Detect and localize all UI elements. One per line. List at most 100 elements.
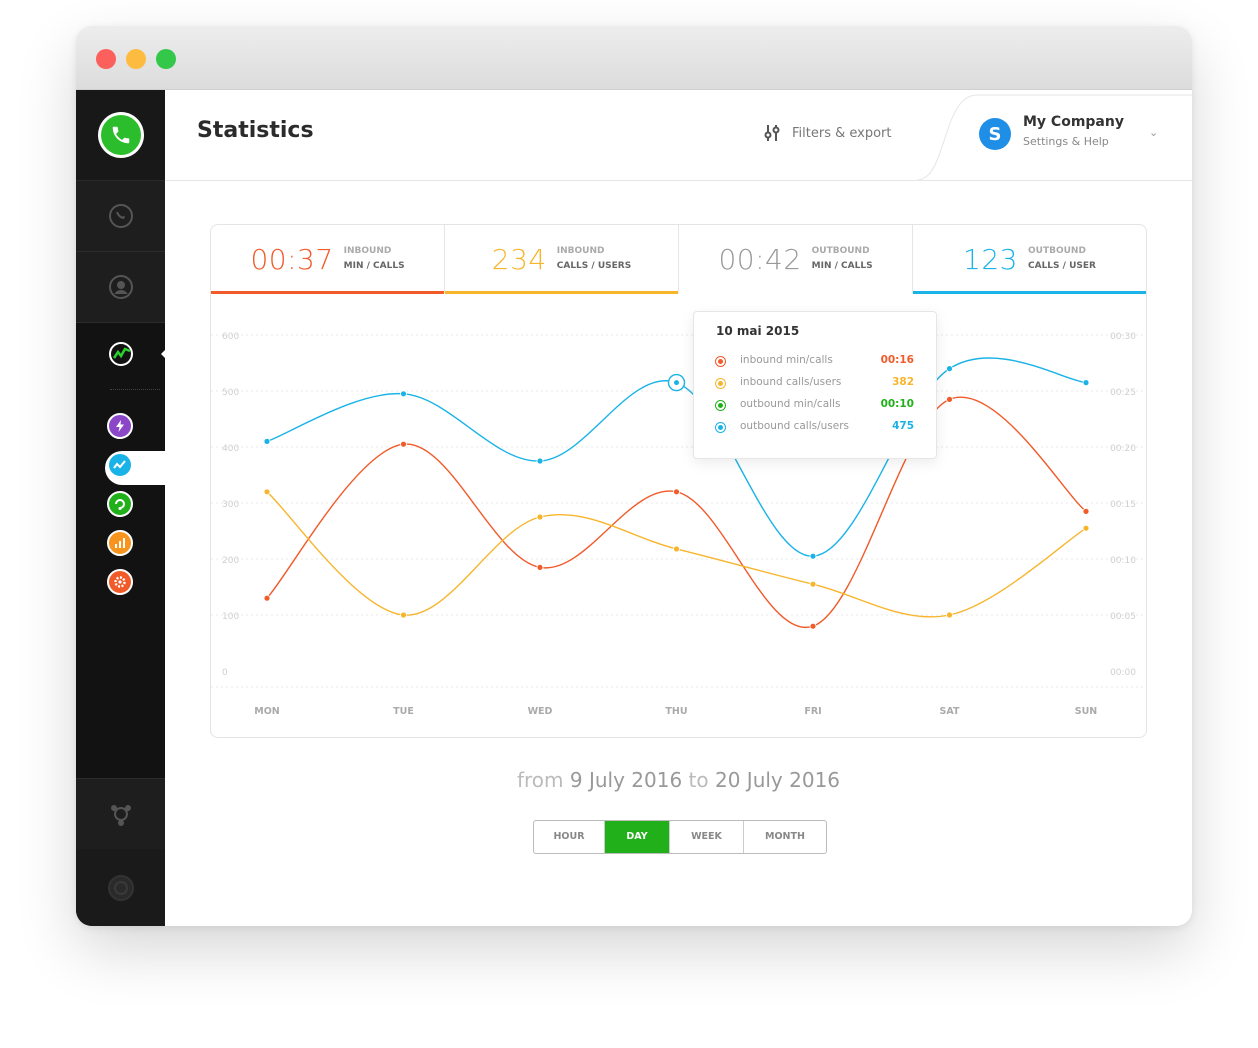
kpi-label-line2: MIN / CALLS — [811, 261, 873, 271]
range-to-date[interactable]: 20 July 2016 — [714, 768, 841, 792]
kpi-tile[interactable]: 234 INBOUND CALLS / USERS — [445, 225, 679, 294]
sub-item-settings[interactable] — [107, 569, 133, 595]
kpi-underline — [445, 291, 678, 294]
kpi-tile[interactable]: 00:42 OUTBOUND MIN / CALLS — [679, 225, 913, 293]
data-point — [263, 488, 271, 496]
user-icon — [108, 275, 133, 299]
data-point — [263, 594, 271, 602]
sidebar-item-statistics[interactable] — [76, 323, 165, 385]
data-point — [1082, 524, 1090, 532]
tooltip-row-label: inbound calls/users — [740, 376, 842, 388]
kpi-tile[interactable]: 123 OUTBOUND CALLS / USER — [913, 225, 1146, 294]
dialer-icon — [107, 874, 134, 901]
kpi-label-line1: OUTBOUND — [1028, 246, 1086, 256]
kpi-label-line1: OUTBOUND — [811, 246, 870, 256]
range-to-word: to — [688, 768, 709, 792]
company-menu[interactable]: S My Company Settings & Help ⌄ — [917, 90, 1192, 181]
call-history-icon — [108, 204, 133, 228]
support-icon — [115, 499, 125, 510]
kpi-tile[interactable]: 00:37 INBOUND MIN / CALLS — [211, 225, 445, 294]
app-logo[interactable] — [76, 90, 165, 181]
filters-export-button[interactable]: Filters & export — [762, 123, 891, 143]
integrations-icon — [110, 805, 131, 826]
y-tick-label: 500 — [222, 388, 239, 398]
title-bar — [76, 26, 1192, 90]
kpi-value: 234 — [491, 242, 547, 276]
maximize-window-button[interactable] — [156, 49, 176, 69]
kpi-value: 00:37 — [250, 242, 334, 276]
data-point — [536, 563, 544, 571]
y-tick-label: 600 — [222, 332, 239, 342]
period-month-button[interactable]: MONTH — [765, 831, 805, 842]
chart-tooltip: 10 mai 2015 inbound min/calls 00:16 inbo… — [693, 311, 937, 459]
period-selector: HOUR DAY WEEK MONTH — [533, 820, 827, 854]
sidebar-item-contacts[interactable] — [76, 252, 165, 323]
kpi-value: 123 — [963, 242, 1018, 276]
series-dot — [716, 423, 725, 432]
sliders-icon — [764, 125, 780, 141]
sub-item-support[interactable] — [107, 491, 133, 517]
statistics-card: 00:37 INBOUND MIN / CALLS 234 INBOUND CALLS /… — [210, 224, 1147, 738]
app-window: Statistics Filters & export S My Company… — [76, 26, 1192, 926]
kpi-value: 00:42 — [718, 242, 802, 276]
tooltip-row: outbound min/calls 00:10 — [716, 396, 914, 416]
range-from-date[interactable]: 9 July 2016 — [569, 768, 683, 792]
sidebar-divider — [110, 389, 160, 390]
trend-icon — [113, 460, 126, 469]
y-tick-label: 0 — [222, 668, 228, 678]
x-tick-label: SAT — [940, 706, 960, 717]
sidebar-item-calls[interactable] — [76, 181, 165, 252]
kpi-label: INBOUND MIN / CALLS — [344, 244, 405, 274]
series-dot — [716, 379, 725, 388]
kpi-label-line2: CALLS / USER — [1028, 261, 1096, 271]
tooltip-title: 10 mai 2015 — [716, 324, 800, 338]
tooltip-row-value: 475 — [892, 420, 914, 432]
kpi-underline — [913, 291, 1146, 294]
kpi-label-line2: CALLS / USERS — [556, 261, 632, 271]
period-hour-button[interactable]: HOUR — [534, 821, 605, 853]
sidebar-item-dialer[interactable] — [76, 849, 165, 926]
data-point — [400, 390, 407, 398]
sub-item-reports[interactable] — [107, 530, 133, 556]
sidebar-item-integrations[interactable] — [76, 778, 165, 850]
phone-icon — [112, 126, 129, 144]
lightning-icon — [116, 420, 124, 432]
data-point — [1082, 507, 1090, 515]
tooltip-row: inbound calls/users 382 — [716, 374, 914, 394]
close-window-button[interactable] — [96, 49, 116, 69]
data-point — [400, 611, 407, 619]
tooltip-row-value: 382 — [892, 376, 914, 388]
period-day-button[interactable]: DAY — [605, 821, 670, 853]
data-point — [809, 552, 817, 560]
settings-help-link[interactable]: Settings & Help — [1023, 135, 1109, 148]
series-dot — [716, 357, 725, 366]
data-point — [946, 611, 953, 619]
chevron-down-icon[interactable]: ⌄ — [1149, 126, 1159, 139]
kpi-label: INBOUND CALLS / USERS — [557, 244, 631, 274]
tooltip-row: inbound min/calls 00:16 — [716, 352, 914, 372]
tooltip-row-label: outbound calls/users — [740, 420, 850, 432]
tooltip-row: outbound calls/users 475 — [716, 418, 914, 438]
active-indicator — [161, 348, 167, 360]
minimize-window-button[interactable] — [126, 49, 146, 69]
line-chart: 600 00:30 500 00:25 400 00:20 300 00:15 200 00:10… — [211, 332, 1146, 717]
data-point — [263, 437, 271, 445]
period-week-button[interactable]: WEEK — [670, 821, 744, 853]
kpi-label: OUTBOUND MIN / CALLS — [812, 244, 873, 274]
y2-tick-label: 00:10 — [1110, 556, 1136, 566]
data-point — [946, 396, 953, 403]
statistics-icon — [108, 342, 133, 366]
kpi-label-line1: INBOUND — [343, 246, 392, 256]
x-tick-label: FRI — [804, 706, 821, 717]
kpi-label: OUTBOUND CALLS / USER — [1028, 244, 1096, 274]
company-panel-shape — [917, 94, 1192, 181]
series-dot — [716, 401, 725, 410]
sub-item-lightning[interactable] — [107, 413, 133, 439]
filters-export-label: Filters & export — [792, 125, 892, 141]
series-line — [266, 491, 1087, 618]
sub-item-trend[interactable] — [107, 452, 133, 478]
data-point — [536, 457, 544, 465]
x-tick-label: SUN — [1075, 706, 1098, 717]
kpi-underline — [211, 291, 444, 294]
gear-icon — [114, 576, 126, 588]
